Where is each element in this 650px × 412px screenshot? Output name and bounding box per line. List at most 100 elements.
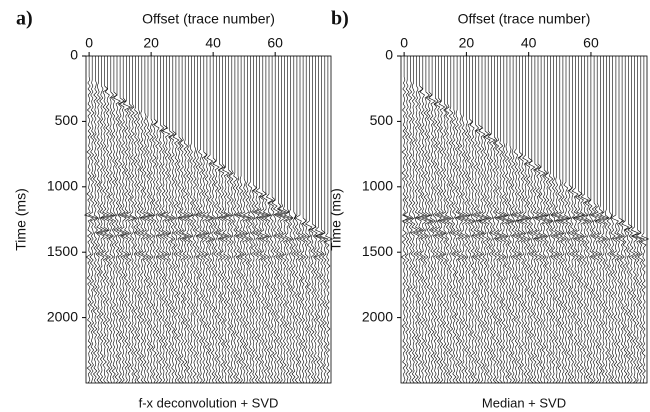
trace-wiggle [308,56,317,384]
trace-wiggle [527,56,536,384]
trace-wiggle [304,56,313,384]
trace-wiggle [299,56,307,384]
trace-wiggle [134,56,142,384]
trace-wiggle [215,56,224,384]
trace-wiggle [276,56,287,384]
trace-wiggle [271,56,280,384]
x-tick-label: 40 [205,35,221,51]
trace-wiggle [87,56,98,384]
trace-wiggle [635,56,646,384]
x-tick-label: 40 [521,35,537,51]
trace-wiggle [640,56,650,384]
trace-wiggle [153,56,161,384]
plot-frame [400,55,648,384]
trace-wiggle [466,56,475,384]
trace-wiggle [476,56,488,384]
wiggle-traces [83,56,334,384]
trace-wiggle [179,56,190,384]
trace-wiggle [120,56,132,384]
trace-wiggle [112,56,121,384]
trace-wiggle [587,56,595,384]
trace-wiggle [232,56,238,384]
trace-wiggle [567,56,576,384]
trace-wiggle [557,56,569,384]
trace-wiggle [510,56,517,384]
caption: f-x deconvolution + SVD [139,395,279,410]
y-axis-label: Time (ms) [328,188,344,250]
trace-wiggle [571,56,580,384]
trace-wiggle [430,56,440,384]
trace-wiggle [602,56,610,384]
trace-wiggle [258,56,269,384]
trace-wiggle [565,56,573,384]
y-tick-label: 500 [370,112,394,128]
trace-wiggle [452,56,462,384]
trace-wiggle [318,56,329,384]
trace-wiggle [274,56,284,384]
trace-wiggle [535,56,547,384]
trace-wiggle [421,56,432,384]
trace-wiggle [461,56,472,384]
caption: Median + SVD [482,395,566,410]
trace-wiggle [405,56,414,384]
trace-wiggle [293,56,301,384]
trace-wiggle [498,56,510,384]
trace-wiggle [573,56,585,384]
trace-wiggle [206,56,215,384]
trace-wiggle [109,56,118,384]
trace-wiggle [624,56,633,384]
trace-wiggle [483,56,492,384]
trace-wiggle [209,56,217,384]
trace-wiggle [160,56,172,384]
trace-wiggle [172,56,180,384]
trace-wiggle [156,56,165,384]
trace-wiggle [610,56,621,384]
trace-wiggle [310,56,319,384]
trace-wiggle [220,56,231,384]
trace-wiggle [228,56,235,384]
trace-wiggle [105,56,116,384]
trace-wiggle [543,56,553,384]
trace-wiggle [140,56,151,384]
trace-wiggle [469,56,476,384]
trace-wiggle [267,56,276,384]
x-tick-label: 0 [85,35,93,51]
trace-wiggle [151,56,158,384]
trace-wiggle [606,56,613,384]
y-tick-label: 1500 [362,243,393,259]
trace-wiggle [254,56,265,384]
y-tick-label: 1000 [47,178,78,194]
trace-wiggle [589,56,599,384]
trace-wiggle [192,56,198,384]
plot-frame [85,55,332,384]
trace-wiggle [415,56,425,384]
trace-wiggle [591,56,602,384]
trace-wiggle [400,56,410,384]
y-tick-label: 0 [385,47,393,63]
trace-wiggle [584,56,592,384]
trace-wiggle [424,56,434,384]
trace-wiggle [294,56,305,384]
trace-wiggle [102,56,113,384]
trace-wiggle [118,56,128,384]
trace-wiggle [502,56,513,384]
trace-wiggle [533,56,544,384]
trace-wiggle [455,56,465,384]
trace-wiggle [495,56,507,384]
y-tick-label: 1500 [47,243,78,259]
y-tick-label: 0 [70,47,78,63]
trace-wiggle [487,56,496,384]
trace-wiggle [302,56,310,384]
trace-wiggle [194,56,202,384]
trace-wiggle [198,56,209,384]
trace-wiggle [235,56,246,384]
trace-wiggle [124,56,136,384]
trace-wiggle [617,56,625,384]
trace-wiggle [264,56,274,384]
trace-wiggle [234,56,242,384]
trace-wiggle [479,56,490,384]
trace-wiggle [291,56,297,384]
trace-wiggle [116,56,125,384]
trace-wiggle [457,56,468,384]
